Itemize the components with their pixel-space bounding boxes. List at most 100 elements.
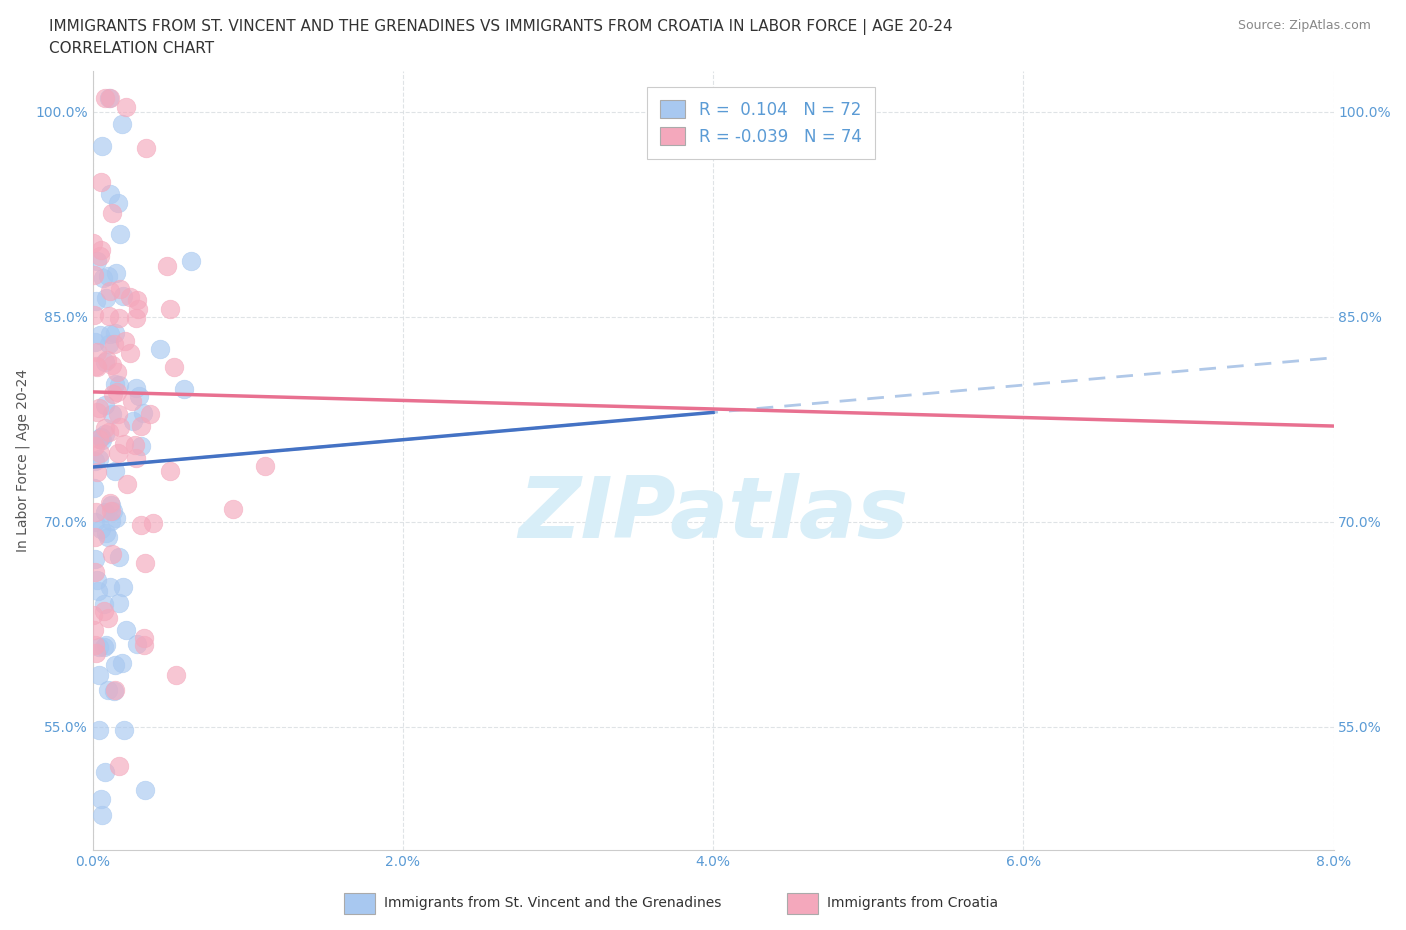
Point (84, 645, 107, 660)
Point (101, 547, 124, 562)
Point (159, 301, 181, 316)
Point (82, 608, 104, 623)
Point (84, 294, 107, 309)
Point (83, 622, 105, 637)
Point (96, 352, 118, 367)
Point (107, 195, 129, 210)
Point (134, 783, 156, 798)
Point (84, 454, 107, 469)
Point (111, 579, 134, 594)
Point (101, 406, 124, 421)
Point (86, 464, 108, 479)
Point (86, 583, 108, 598)
Point (86, 344, 108, 359)
Point (89, 445, 111, 460)
Point (115, 622, 138, 637)
Point (93, 91, 115, 106)
Text: Immigrants from Croatia: Immigrants from Croatia (827, 896, 998, 910)
Point (84, 439, 107, 454)
Point (98, 308, 121, 323)
Point (103, 684, 125, 698)
Point (142, 515, 165, 530)
Point (87, 668, 110, 683)
Point (101, 206, 124, 220)
Point (108, 595, 131, 610)
Point (86, 405, 108, 419)
Point (101, 503, 124, 518)
Point (115, 100, 138, 114)
Point (97, 269, 120, 284)
Point (98, 187, 121, 202)
Point (135, 141, 157, 156)
Point (107, 378, 129, 392)
Point (124, 311, 146, 325)
Point (132, 631, 155, 645)
Point (90, 522, 112, 537)
Point (97, 611, 120, 626)
Point (83, 514, 105, 529)
Point (98, 496, 121, 511)
Text: ZIPatlas: ZIPatlas (517, 473, 908, 556)
Point (103, 337, 125, 352)
Point (129, 418, 152, 433)
Point (107, 406, 129, 421)
Point (221, 501, 243, 516)
Point (97, 91, 120, 106)
Point (125, 637, 148, 652)
Point (127, 292, 149, 307)
Point (108, 282, 131, 297)
Point (83, 308, 105, 323)
Legend: R =  0.104   N = 72, R = -0.039   N = 74: R = 0.104 N = 72, R = -0.039 N = 74 (647, 86, 875, 159)
Point (94, 505, 117, 520)
Point (87, 400, 110, 415)
Point (89, 327, 111, 342)
Point (103, 658, 125, 673)
Point (156, 259, 179, 273)
Point (84, 530, 107, 545)
Point (90, 243, 112, 258)
Point (90, 430, 112, 445)
Point (111, 288, 134, 303)
Point (86, 573, 108, 588)
Point (87, 452, 110, 467)
Point (127, 302, 149, 317)
Y-axis label: In Labor Force | Age 20-24: In Labor Force | Age 20-24 (15, 368, 30, 551)
Point (253, 458, 276, 473)
Point (112, 723, 135, 737)
Point (89, 723, 111, 737)
Point (100, 513, 122, 528)
Point (101, 386, 124, 401)
Point (125, 450, 148, 465)
Point (93, 597, 115, 612)
Text: CORRELATION CHART: CORRELATION CHART (49, 41, 214, 56)
Point (101, 357, 124, 372)
Point (90, 174, 112, 189)
Point (100, 503, 122, 518)
Point (108, 550, 131, 565)
Point (89, 248, 111, 263)
Point (83, 268, 105, 283)
Point (100, 91, 122, 106)
Point (104, 266, 127, 281)
Point (90, 432, 112, 447)
Point (111, 117, 134, 132)
Point (132, 405, 155, 420)
Point (111, 656, 134, 671)
Point (98, 284, 121, 299)
Point (173, 381, 195, 396)
Point (98, 579, 121, 594)
Point (94, 420, 117, 435)
Point (104, 511, 127, 525)
Point (87, 640, 110, 655)
Point (90, 430, 112, 445)
Point (115, 476, 138, 491)
Point (110, 227, 132, 242)
Point (84, 637, 107, 652)
Point (107, 445, 129, 460)
Text: IMMIGRANTS FROM ST. VINCENT AND THE GRENADINES VS IMMIGRANTS FROM CROATIA IN LAB: IMMIGRANTS FROM ST. VINCENT AND THE GREN… (49, 19, 953, 34)
Point (124, 438, 146, 453)
Point (94, 290, 117, 305)
Bar (787, 893, 818, 913)
Point (94, 397, 117, 412)
Point (94, 764, 117, 779)
